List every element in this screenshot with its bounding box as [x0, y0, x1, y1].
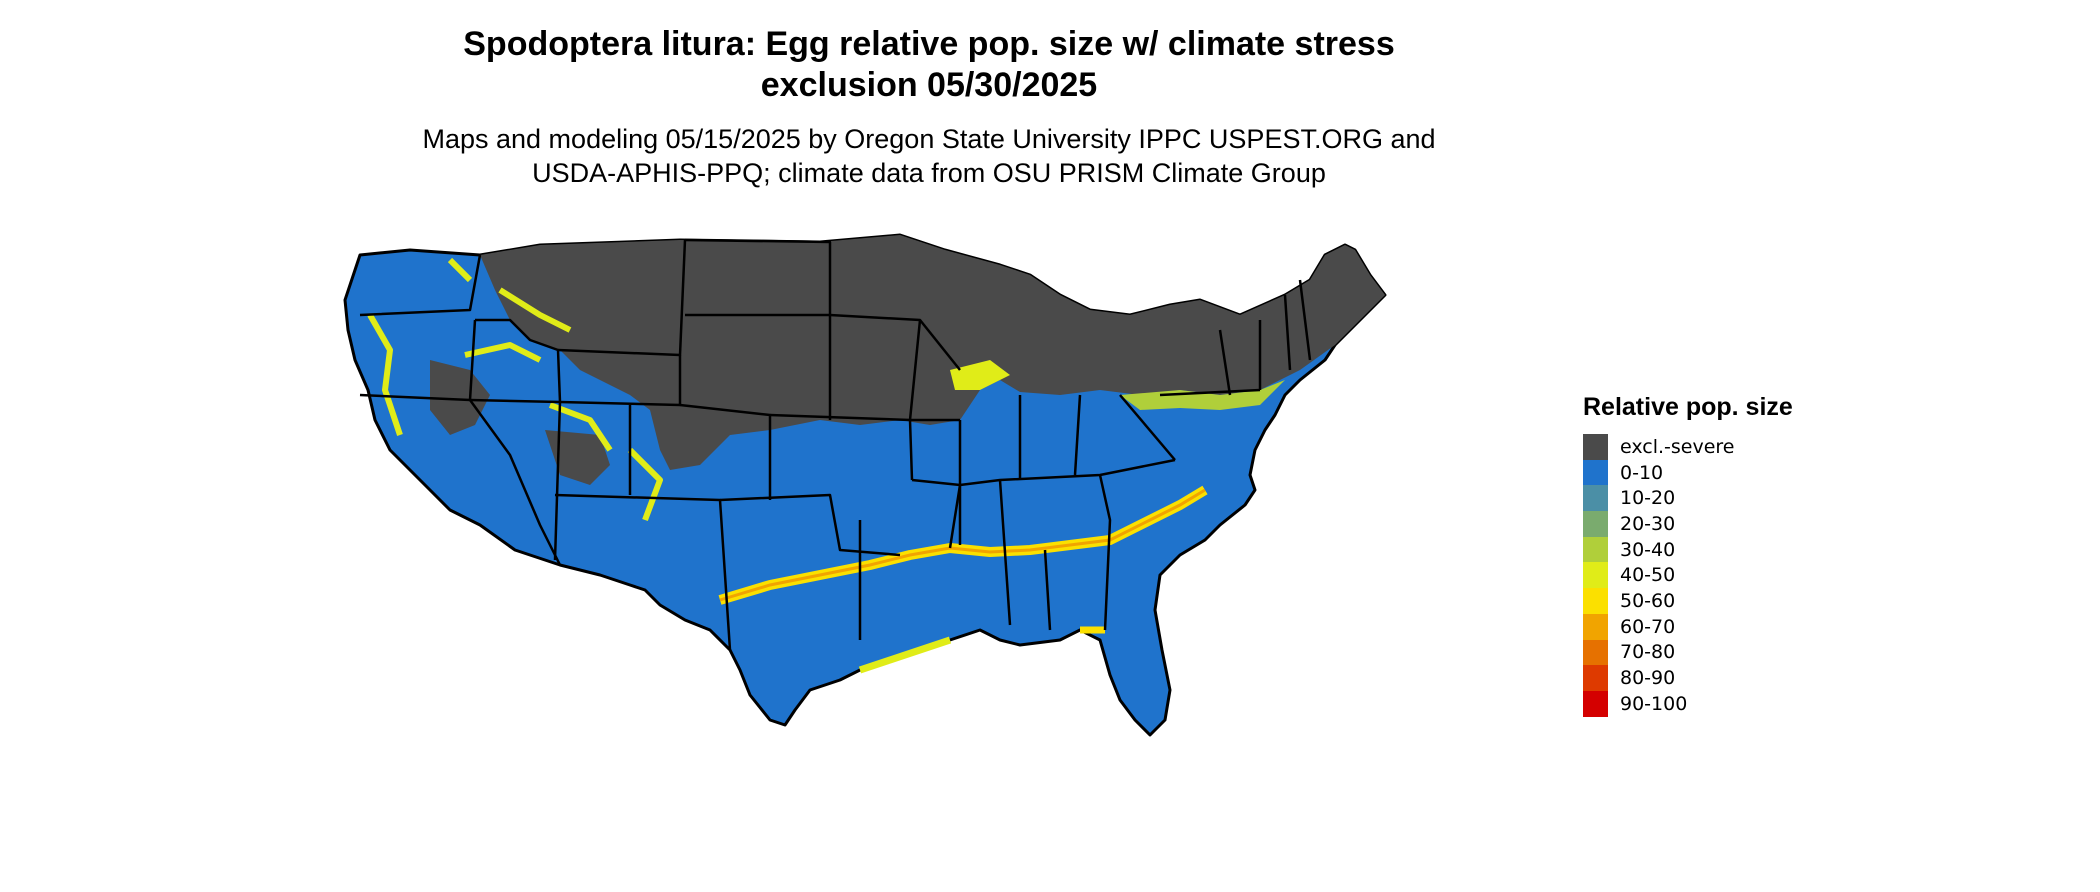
- legend-label: 80-90: [1620, 667, 1676, 690]
- us-map: [300, 220, 1560, 890]
- legend-swatch: [1583, 459, 1608, 486]
- michigan-warm-band: [950, 360, 1010, 390]
- legend-title: Relative pop. size: [1583, 393, 1793, 421]
- west-warm-patches: [367, 257, 663, 522]
- legend-label: 20-30: [1620, 512, 1676, 535]
- legend-item: 0-10: [1583, 459, 1793, 486]
- map-subtitle-line-2: USDA-APHIS-PPQ; climate data from OSU PR…: [532, 158, 1326, 188]
- legend-item: 50-60: [1583, 588, 1793, 614]
- legend-swatch: [1583, 485, 1608, 512]
- map-subtitle-line-1: Maps and modeling 05/15/2025 by Oregon S…: [422, 124, 1436, 154]
- legend-label: 30-40: [1620, 538, 1676, 561]
- legend-swatch: [1583, 511, 1608, 537]
- map-title-line-2: exclusion 05/30/2025: [760, 66, 1098, 104]
- legend: Relative pop. size excl.-severe 0-10 10-20…: [1583, 392, 1793, 717]
- legend-item: 10-20: [1583, 485, 1793, 512]
- legend-label: 50-60: [1620, 589, 1676, 612]
- legend-item: 80-90: [1583, 665, 1793, 691]
- great-lakes-band: [1120, 380, 1285, 410]
- legend-swatch: [1583, 588, 1608, 614]
- map-title-line-1: Spodoptera litura: Egg relative pop. siz…: [463, 25, 1395, 63]
- legend-swatch: [1583, 613, 1608, 640]
- gulf-coast-band: [858, 636, 952, 674]
- legend-label: 70-80: [1620, 641, 1676, 664]
- state-boundaries: [359, 238, 1312, 651]
- map-subtitle: Maps and modeling 05/15/2025 by Oregon S…: [0, 122, 1858, 190]
- map-title: Spodoptera litura: Egg relative pop. siz…: [0, 24, 1858, 106]
- legend-item: 60-70: [1583, 613, 1793, 640]
- legend-swatch: [1583, 434, 1608, 460]
- legend-label: 10-20: [1620, 487, 1676, 510]
- legend-label: 0-10: [1620, 461, 1664, 484]
- us-map-svg: [343, 233, 1387, 737]
- legend-label: 60-70: [1620, 615, 1676, 638]
- legend-swatch: [1583, 690, 1608, 717]
- legend-item: 30-40: [1583, 536, 1793, 563]
- legend-item: 40-50: [1583, 562, 1793, 589]
- legend-swatch: [1583, 536, 1608, 563]
- legend-item: 20-30: [1583, 511, 1793, 537]
- legend-label: excl.-severe: [1620, 435, 1735, 458]
- legend-label: 90-100: [1620, 692, 1688, 715]
- legend-item: 90-100: [1583, 690, 1793, 717]
- legend-label: 40-50: [1620, 564, 1676, 587]
- legend-item: excl.-severe: [1583, 434, 1793, 460]
- excluded-southwest-patch: [545, 430, 610, 485]
- legend-swatch: [1583, 665, 1608, 691]
- excluded-north-region: [480, 235, 1385, 470]
- legend-items: excl.-severe 0-10 10-20 20-30 30-40 40-50 50-6…: [1583, 434, 1793, 717]
- legend-swatch: [1583, 562, 1608, 589]
- excluded-west-patch: [430, 360, 490, 435]
- legend-swatch: [1583, 639, 1608, 666]
- legend-item: 70-80: [1583, 639, 1793, 666]
- southern-warm-band-core: [719, 488, 1206, 602]
